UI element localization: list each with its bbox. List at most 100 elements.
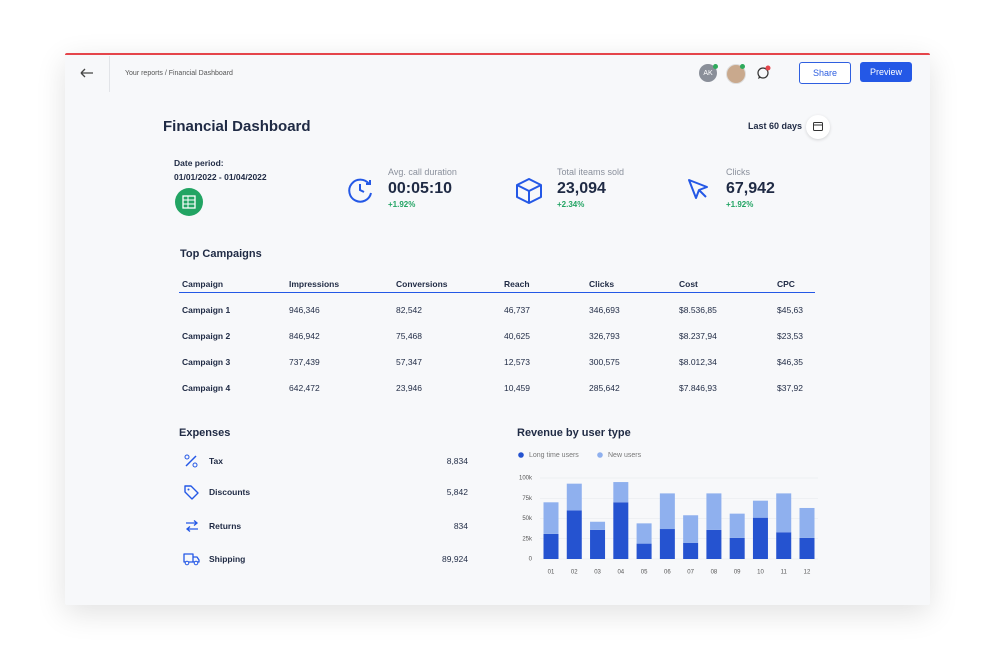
- bar: [799, 507, 815, 538]
- x-tick-label: 04: [617, 570, 624, 576]
- bar: [683, 542, 699, 559]
- table-header: Campaign: [182, 279, 224, 289]
- discount-icon: [184, 485, 199, 500]
- bar: [590, 521, 606, 530]
- date-period-value: 01/01/2022 - 01/04/2022: [174, 172, 267, 182]
- kpi-value: 23,094: [557, 180, 606, 197]
- table-cell: $37,92: [777, 383, 803, 393]
- x-tick-label: 02: [571, 570, 578, 576]
- table-cell: 285,642: [589, 383, 620, 393]
- table-cell: 57,347: [396, 357, 422, 367]
- back-arrow[interactable]: [80, 68, 94, 78]
- y-tick-label: 100k: [519, 476, 533, 482]
- status-dot: [713, 64, 718, 69]
- preview-button[interactable]: Preview: [860, 62, 912, 82]
- bar: [706, 529, 722, 559]
- shipping-icon: [183, 553, 200, 566]
- y-tick-label: 50k: [522, 516, 533, 522]
- y-tick-label: 25k: [522, 536, 533, 542]
- kpi-label: Avg. call duration: [388, 167, 457, 177]
- table-cell: $8.536,85: [679, 305, 717, 315]
- table-cell: 946,346: [289, 305, 320, 315]
- x-tick-label: 01: [548, 570, 555, 576]
- table-cell: 300,575: [589, 357, 620, 367]
- table-cell: Campaign 2: [182, 331, 231, 341]
- legend-label: New users: [608, 452, 642, 459]
- bar: [776, 493, 792, 533]
- table-header: CPC: [777, 279, 795, 289]
- bar: [613, 482, 629, 503]
- legend-swatch: [518, 452, 524, 458]
- bar: [752, 500, 768, 518]
- legend-swatch: [597, 452, 603, 458]
- kpi-change: +2.34%: [557, 200, 585, 209]
- x-tick-label: 05: [641, 570, 648, 576]
- kpi-value: 67,942: [726, 180, 775, 197]
- kpi-label: Clicks: [726, 167, 750, 177]
- table-cell: 10,459: [504, 383, 530, 393]
- bar: [590, 529, 606, 559]
- expense-value: 89,924: [442, 554, 468, 564]
- bar: [776, 532, 792, 559]
- duration-icon: [348, 178, 372, 203]
- table-cell: $8.012,34: [679, 357, 717, 367]
- table-cell: Campaign 3: [182, 357, 231, 367]
- table-cell: Campaign 4: [182, 383, 231, 393]
- breadcrumb[interactable]: Your reports / Financial Dashboard: [125, 70, 233, 77]
- table-header: Impressions: [289, 279, 340, 289]
- table-cell: $45,63: [777, 305, 803, 315]
- bar: [543, 533, 559, 559]
- expense-label: Shipping: [209, 554, 246, 564]
- expense-label: Tax: [209, 456, 224, 466]
- avatar-photo[interactable]: [726, 64, 746, 84]
- y-tick-label: 0: [529, 557, 533, 563]
- expense-value: 834: [453, 521, 468, 531]
- expense-value: 5,842: [446, 487, 468, 497]
- share-button[interactable]: Share: [799, 62, 851, 84]
- chart-title: Revenue by user type: [517, 427, 631, 439]
- table-header: Reach: [504, 279, 530, 289]
- table-cell: $7.846,93: [679, 383, 717, 393]
- table-cell: 737,439: [289, 357, 320, 367]
- x-tick-label: 12: [804, 570, 811, 576]
- x-tick-label: 10: [757, 570, 764, 576]
- legend-label: Long time users: [529, 452, 579, 459]
- bar: [613, 502, 629, 559]
- bar: [636, 523, 652, 544]
- bar: [659, 493, 675, 530]
- bar: [752, 517, 768, 559]
- kpi-value: 00:05:10: [388, 180, 453, 197]
- table-cell: 82,542: [396, 305, 422, 315]
- page-title: Financial Dashboard: [163, 118, 311, 135]
- table-header: Conversions: [396, 279, 448, 289]
- divider: [109, 56, 110, 92]
- bar: [636, 543, 652, 559]
- bar: [799, 537, 815, 559]
- bar: [729, 537, 745, 559]
- avatar[interactable]: AK: [699, 64, 717, 82]
- expense-label: Returns: [209, 521, 242, 531]
- calendar-button[interactable]: [806, 115, 830, 139]
- expense-value: 8,834: [446, 456, 468, 466]
- sheets-icon: [175, 188, 203, 216]
- clicks-icon: [688, 179, 708, 199]
- bar: [566, 483, 582, 511]
- table-cell: 326,793: [589, 331, 620, 341]
- x-tick-label: 07: [687, 570, 694, 576]
- bar: [729, 513, 745, 538]
- tax-icon: [184, 454, 198, 468]
- returns-icon: [185, 520, 199, 532]
- y-tick-label: 75k: [522, 496, 533, 502]
- x-tick-label: 06: [664, 570, 671, 576]
- table-cell: $23,53: [777, 331, 803, 341]
- table-cell: 846,942: [289, 331, 320, 341]
- table-cell: 23,946: [396, 383, 422, 393]
- calendar-icon: [813, 122, 823, 131]
- table-cell: 40,625: [504, 331, 530, 341]
- date-range[interactable]: Last 60 days: [748, 121, 803, 131]
- table-cell: 346,693: [589, 305, 620, 315]
- comments-icon[interactable]: [756, 65, 771, 80]
- x-tick-label: 03: [594, 570, 601, 576]
- status-dot: [740, 64, 745, 69]
